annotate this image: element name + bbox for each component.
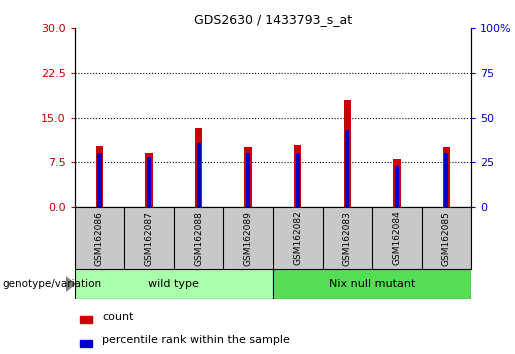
- Polygon shape: [66, 277, 75, 291]
- Bar: [246, 153, 250, 207]
- Bar: [97, 153, 101, 207]
- Bar: [344, 100, 351, 207]
- Bar: [245, 148, 252, 207]
- Text: GSM162089: GSM162089: [244, 211, 253, 266]
- Text: GSM162083: GSM162083: [343, 211, 352, 266]
- Bar: [296, 153, 300, 207]
- Text: GSM162088: GSM162088: [194, 211, 203, 266]
- Bar: [96, 146, 103, 207]
- Bar: [395, 166, 399, 207]
- Text: Nix null mutant: Nix null mutant: [329, 279, 415, 289]
- Bar: [195, 129, 202, 207]
- Bar: [197, 143, 201, 207]
- Text: count: count: [102, 312, 134, 321]
- Bar: [147, 157, 151, 207]
- Text: GSM162086: GSM162086: [95, 211, 104, 266]
- Bar: [443, 148, 450, 207]
- Text: percentile rank within the sample: percentile rank within the sample: [102, 335, 290, 346]
- Text: wild type: wild type: [148, 279, 199, 289]
- Bar: [80, 316, 92, 324]
- Text: GSM162084: GSM162084: [392, 211, 401, 266]
- Text: GSM162085: GSM162085: [442, 211, 451, 266]
- Bar: [393, 159, 401, 207]
- Bar: [273, 269, 471, 299]
- Bar: [80, 340, 92, 347]
- Text: GSM162082: GSM162082: [293, 211, 302, 266]
- Bar: [145, 153, 153, 207]
- Text: genotype/variation: genotype/variation: [3, 279, 101, 289]
- Title: GDS2630 / 1433793_s_at: GDS2630 / 1433793_s_at: [194, 13, 352, 26]
- Bar: [345, 130, 349, 207]
- Text: GSM162087: GSM162087: [145, 211, 153, 266]
- Bar: [294, 144, 301, 207]
- Bar: [444, 153, 449, 207]
- Bar: [75, 269, 273, 299]
